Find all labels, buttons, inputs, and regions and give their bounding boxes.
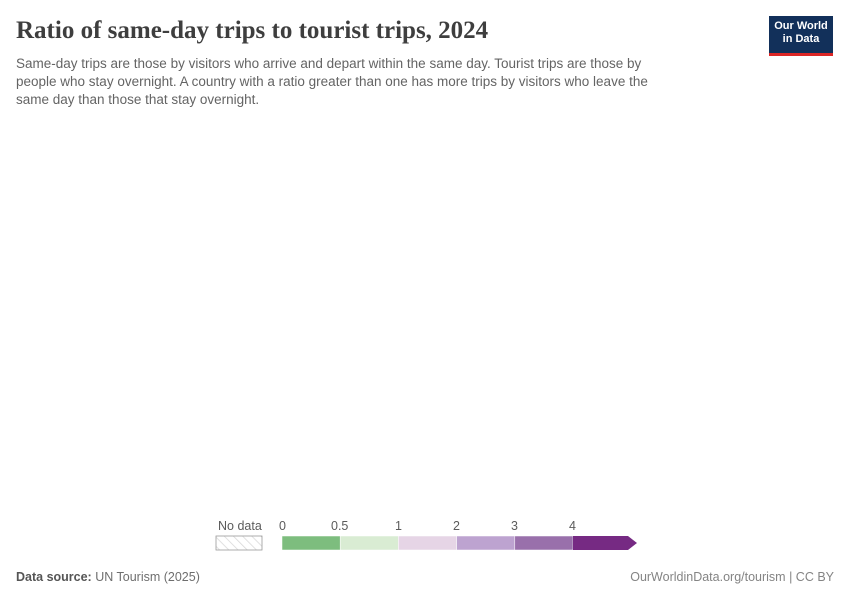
svg-text:3: 3 <box>511 519 518 533</box>
svg-text:4: 4 <box>569 519 576 533</box>
svg-text:0: 0 <box>279 519 286 533</box>
svg-text:1: 1 <box>395 519 402 533</box>
svg-text:2: 2 <box>453 519 460 533</box>
svg-text:0.5: 0.5 <box>331 519 348 533</box>
svg-text:No data: No data <box>218 519 262 533</box>
